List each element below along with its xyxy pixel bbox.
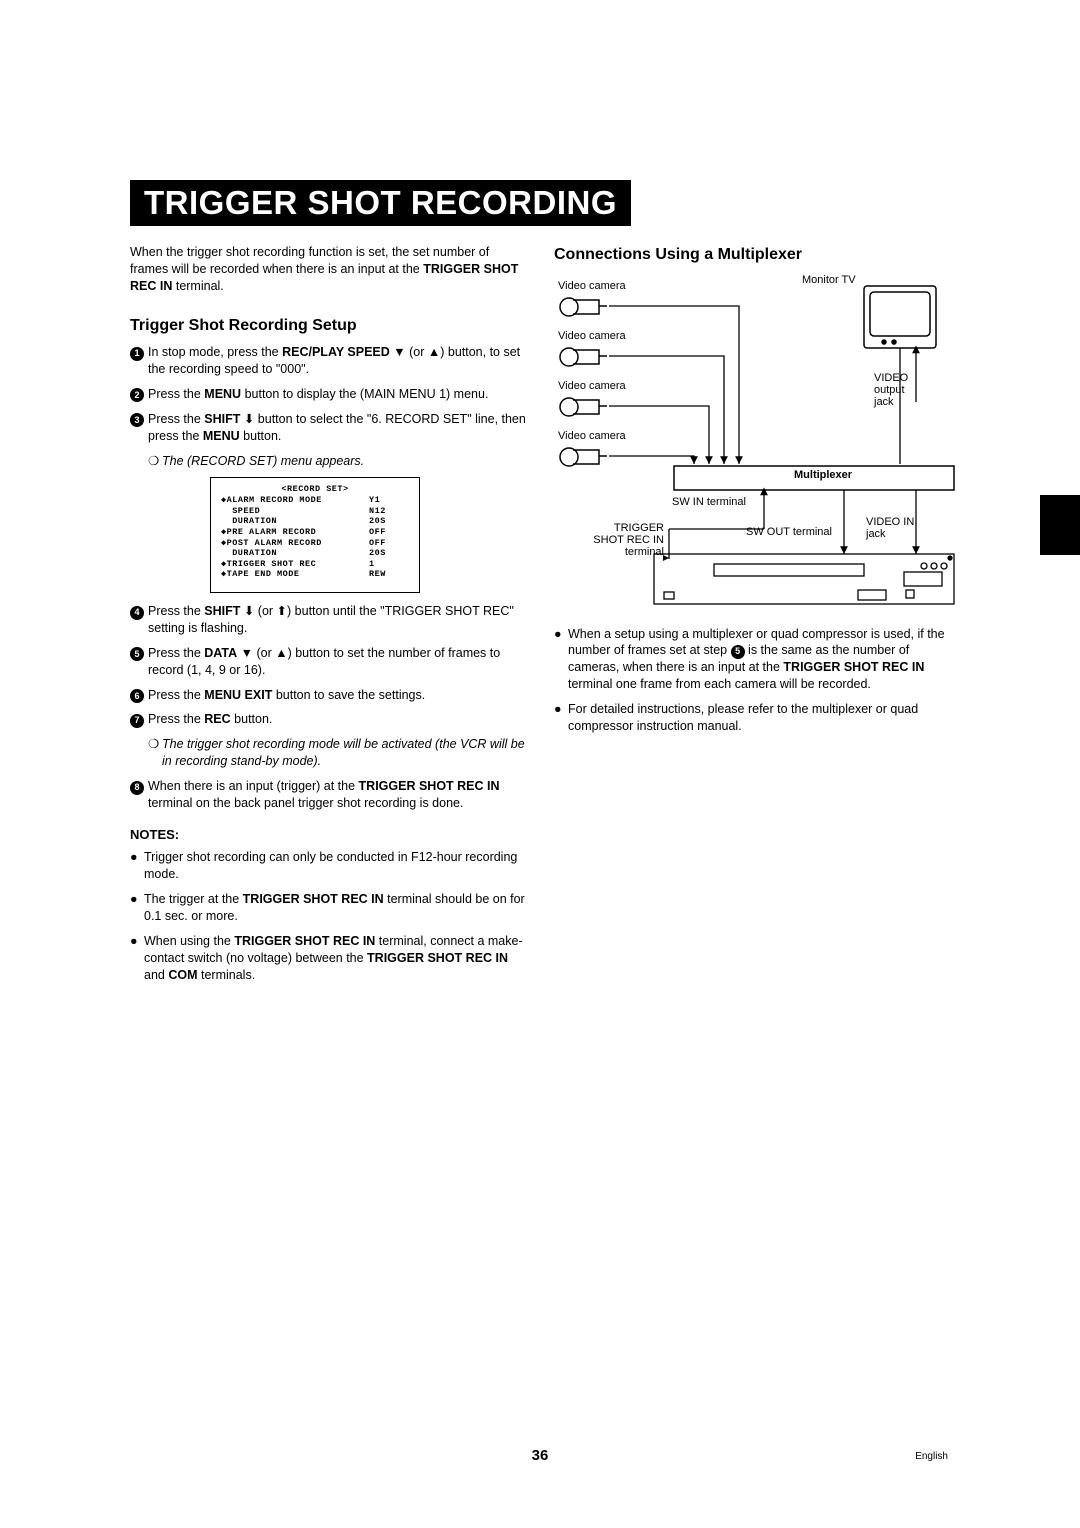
intro-text: When the trigger shot recording function…: [130, 244, 526, 295]
label-monitor: Monitor TV: [802, 274, 856, 286]
menu-row-value: 20S: [369, 516, 409, 527]
label-videocam-2: Video camera: [558, 330, 626, 342]
label-sw-out: SW OUT terminal: [746, 526, 832, 538]
bullet-marker: ●: [130, 933, 144, 984]
menu-row-value: OFF: [369, 538, 409, 549]
bullet-text: For detailed instructions, please refer …: [568, 701, 950, 735]
menu-row: DURATION 20S: [221, 516, 409, 527]
menu-row-value: OFF: [369, 527, 409, 538]
bullet-item: ● Trigger shot recording can only be con…: [130, 849, 526, 883]
connections-heading: Connections Using a Multiplexer: [554, 244, 950, 266]
record-set-menu: <RECORD SET> ◆ALARM RECORD MODE Y1 SPEED…: [210, 477, 420, 593]
bullet-marker: ●: [130, 849, 144, 883]
step-number: 6: [130, 687, 148, 704]
step-number: 2: [130, 386, 148, 403]
step-number: 7: [130, 711, 148, 728]
step-list-1: 1 In stop mode, press the REC/PLAY SPEED…: [130, 344, 526, 444]
menu-row-label: DURATION: [221, 516, 369, 527]
step-item: 3 Press the SHIFT ⬇ button to select the…: [130, 411, 526, 445]
label-video-in: VIDEO IN jack: [866, 516, 926, 540]
menu-row-label: SPEED: [221, 506, 369, 517]
menu-row: ◆TRIGGER SHOT REC 1: [221, 559, 409, 570]
sub-text: The trigger shot recording mode will be …: [162, 736, 526, 770]
menu-row-value: N12: [369, 506, 409, 517]
menu-row: ◆POST ALARM RECORD OFF: [221, 538, 409, 549]
menu-title: <RECORD SET>: [221, 484, 409, 495]
step-item: 8 When there is an input (trigger) at th…: [130, 778, 526, 812]
sub-marker: ❍: [148, 453, 162, 470]
bullet-marker: ●: [130, 891, 144, 925]
sub-marker: ❍: [148, 736, 162, 770]
bullet-marker: ●: [554, 701, 568, 735]
menu-row: ◆TAPE END MODE REW: [221, 569, 409, 580]
menu-row-value: Y1: [369, 495, 409, 506]
label-videocam-4: Video camera: [558, 430, 626, 442]
sub-note-2: ❍ The trigger shot recording mode will b…: [148, 736, 526, 770]
step-text: Press the REC button.: [148, 711, 526, 728]
right-column: Connections Using a Multiplexer: [554, 244, 950, 992]
bullet-marker: ●: [554, 626, 568, 694]
content-columns: When the trigger shot recording function…: [130, 244, 950, 992]
step-text: Press the MENU EXIT button to save the s…: [148, 687, 526, 704]
bullet-item: ● When using the TRIGGER SHOT REC IN ter…: [130, 933, 526, 984]
menu-row-label: DURATION: [221, 548, 369, 559]
notes-list: ● Trigger shot recording can only be con…: [130, 849, 526, 983]
step-number: 5: [130, 645, 148, 679]
step-number: 4: [130, 603, 148, 637]
sub-note-1: ❍ The (RECORD SET) menu appears.: [148, 453, 526, 470]
step-item: 6 Press the MENU EXIT button to save the…: [130, 687, 526, 704]
step-text: When there is an input (trigger) at the …: [148, 778, 526, 812]
bullet-text: The trigger at the TRIGGER SHOT REC IN t…: [144, 891, 526, 925]
label-videocam-1: Video camera: [558, 280, 626, 292]
step-number: 1: [130, 344, 148, 378]
step-text: Press the MENU button to display the (MA…: [148, 386, 526, 403]
label-sw-in: SW IN terminal: [672, 496, 746, 508]
menu-row: DURATION 20S: [221, 548, 409, 559]
menu-row-label: ◆TRIGGER SHOT REC: [221, 559, 369, 570]
menu-row-value: 1: [369, 559, 409, 570]
sub-text: The (RECORD SET) menu appears.: [162, 453, 526, 470]
step-item: 1 In stop mode, press the REC/PLAY SPEED…: [130, 344, 526, 378]
bullet-item: ● When a setup using a multiplexer or qu…: [554, 626, 950, 694]
step-number: 8: [130, 778, 148, 812]
side-tab: [1040, 495, 1080, 555]
step-text: Press the DATA ▼ (or ▲) button to set th…: [148, 645, 526, 679]
label-video-out: VIDEO output jack: [874, 372, 924, 408]
bullet-text: Trigger shot recording can only be condu…: [144, 849, 526, 883]
connection-diagram: Video camera Video camera Video camera V…: [554, 274, 950, 614]
menu-row-value: 20S: [369, 548, 409, 559]
step-text: Press the SHIFT ⬇ button to select the "…: [148, 411, 526, 445]
bullet-item: ● The trigger at the TRIGGER SHOT REC IN…: [130, 891, 526, 925]
left-column: When the trigger shot recording function…: [130, 244, 526, 992]
step-item: 4 Press the SHIFT ⬇ (or ⬆) button until …: [130, 603, 526, 637]
menu-row-label: ◆POST ALARM RECORD: [221, 538, 369, 549]
step-text: Press the SHIFT ⬇ (or ⬆) button until th…: [148, 603, 526, 637]
label-videocam-3: Video camera: [558, 380, 626, 392]
page-title: TRIGGER SHOT RECORDING: [130, 180, 631, 226]
step-item: 5 Press the DATA ▼ (or ▲) button to set …: [130, 645, 526, 679]
menu-row: ◆ALARM RECORD MODE Y1: [221, 495, 409, 506]
connections-bullets: ● When a setup using a multiplexer or qu…: [554, 626, 950, 735]
step-number: 3: [130, 411, 148, 445]
menu-rows: ◆ALARM RECORD MODE Y1 SPEED N12 DURATION…: [221, 495, 409, 580]
bullet-text: When a setup using a multiplexer or quad…: [568, 626, 950, 694]
step-item: 2 Press the MENU button to display the (…: [130, 386, 526, 403]
step-list-3: 8 When there is an input (trigger) at th…: [130, 778, 526, 812]
menu-row: SPEED N12: [221, 506, 409, 517]
bullet-text: When using the TRIGGER SHOT REC IN termi…: [144, 933, 526, 984]
menu-row-value: REW: [369, 569, 409, 580]
menu-row-label: ◆TAPE END MODE: [221, 569, 369, 580]
notes-heading: NOTES:: [130, 826, 526, 844]
menu-row: ◆PRE ALARM RECORD OFF: [221, 527, 409, 538]
language-label: English: [915, 1451, 948, 1462]
step-item: 7 Press the REC button.: [130, 711, 526, 728]
step-list-2: 4 Press the SHIFT ⬇ (or ⬆) button until …: [130, 603, 526, 728]
menu-row-label: ◆ALARM RECORD MODE: [221, 495, 369, 506]
step-text: In stop mode, press the REC/PLAY SPEED ▼…: [148, 344, 526, 378]
label-multiplexer: Multiplexer: [794, 469, 852, 481]
setup-heading: Trigger Shot Recording Setup: [130, 315, 526, 337]
menu-row-label: ◆PRE ALARM RECORD: [221, 527, 369, 538]
bullet-item: ● For detailed instructions, please refe…: [554, 701, 950, 735]
label-trigger: TRIGGER SHOT REC IN terminal: [584, 522, 664, 558]
